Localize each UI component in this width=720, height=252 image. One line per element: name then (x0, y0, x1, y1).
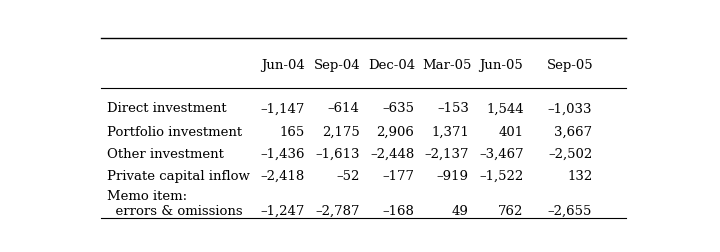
Text: –1,522: –1,522 (480, 170, 523, 183)
Text: Jun-04: Jun-04 (261, 59, 305, 72)
Text: –153: –153 (437, 102, 469, 115)
Text: –614: –614 (328, 102, 359, 115)
Text: 401: 401 (498, 125, 523, 139)
Text: –2,448: –2,448 (370, 148, 414, 161)
Text: Portfolio investment: Portfolio investment (107, 125, 242, 139)
Text: Sep-04: Sep-04 (314, 59, 361, 72)
Text: 49: 49 (452, 205, 469, 218)
Text: Private capital inflow: Private capital inflow (107, 170, 250, 183)
Text: –1,033: –1,033 (548, 102, 593, 115)
Text: Mar-05: Mar-05 (422, 59, 472, 72)
Text: –168: –168 (382, 205, 414, 218)
Text: Jun-05: Jun-05 (480, 59, 523, 72)
Text: 762: 762 (498, 205, 523, 218)
Text: –919: –919 (437, 170, 469, 183)
Text: 3,667: 3,667 (554, 125, 593, 139)
Text: 2,906: 2,906 (377, 125, 414, 139)
Text: 165: 165 (279, 125, 305, 139)
Text: 132: 132 (567, 170, 593, 183)
Text: Dec-04: Dec-04 (369, 59, 415, 72)
Text: –2,137: –2,137 (424, 148, 469, 161)
Text: –1,613: –1,613 (315, 148, 359, 161)
Text: –635: –635 (382, 102, 414, 115)
Text: 2,175: 2,175 (322, 125, 359, 139)
Text: 1,544: 1,544 (486, 102, 523, 115)
Text: –2,418: –2,418 (261, 170, 305, 183)
Text: –1,147: –1,147 (261, 102, 305, 115)
Text: –3,467: –3,467 (479, 148, 523, 161)
Text: –2,502: –2,502 (548, 148, 593, 161)
Text: –177: –177 (382, 170, 414, 183)
Text: errors & omissions: errors & omissions (107, 205, 243, 218)
Text: 1,371: 1,371 (431, 125, 469, 139)
Text: –2,787: –2,787 (315, 205, 359, 218)
Text: Memo item:: Memo item: (107, 190, 187, 203)
Text: –1,247: –1,247 (261, 205, 305, 218)
Text: Direct investment: Direct investment (107, 102, 226, 115)
Text: Other investment: Other investment (107, 148, 224, 161)
Text: Sep-05: Sep-05 (546, 59, 593, 72)
Text: –52: –52 (336, 170, 359, 183)
Text: –2,655: –2,655 (548, 205, 593, 218)
Text: –1,436: –1,436 (261, 148, 305, 161)
